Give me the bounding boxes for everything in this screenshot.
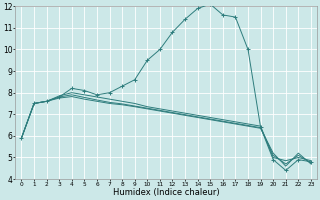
X-axis label: Humidex (Indice chaleur): Humidex (Indice chaleur) bbox=[113, 188, 220, 197]
